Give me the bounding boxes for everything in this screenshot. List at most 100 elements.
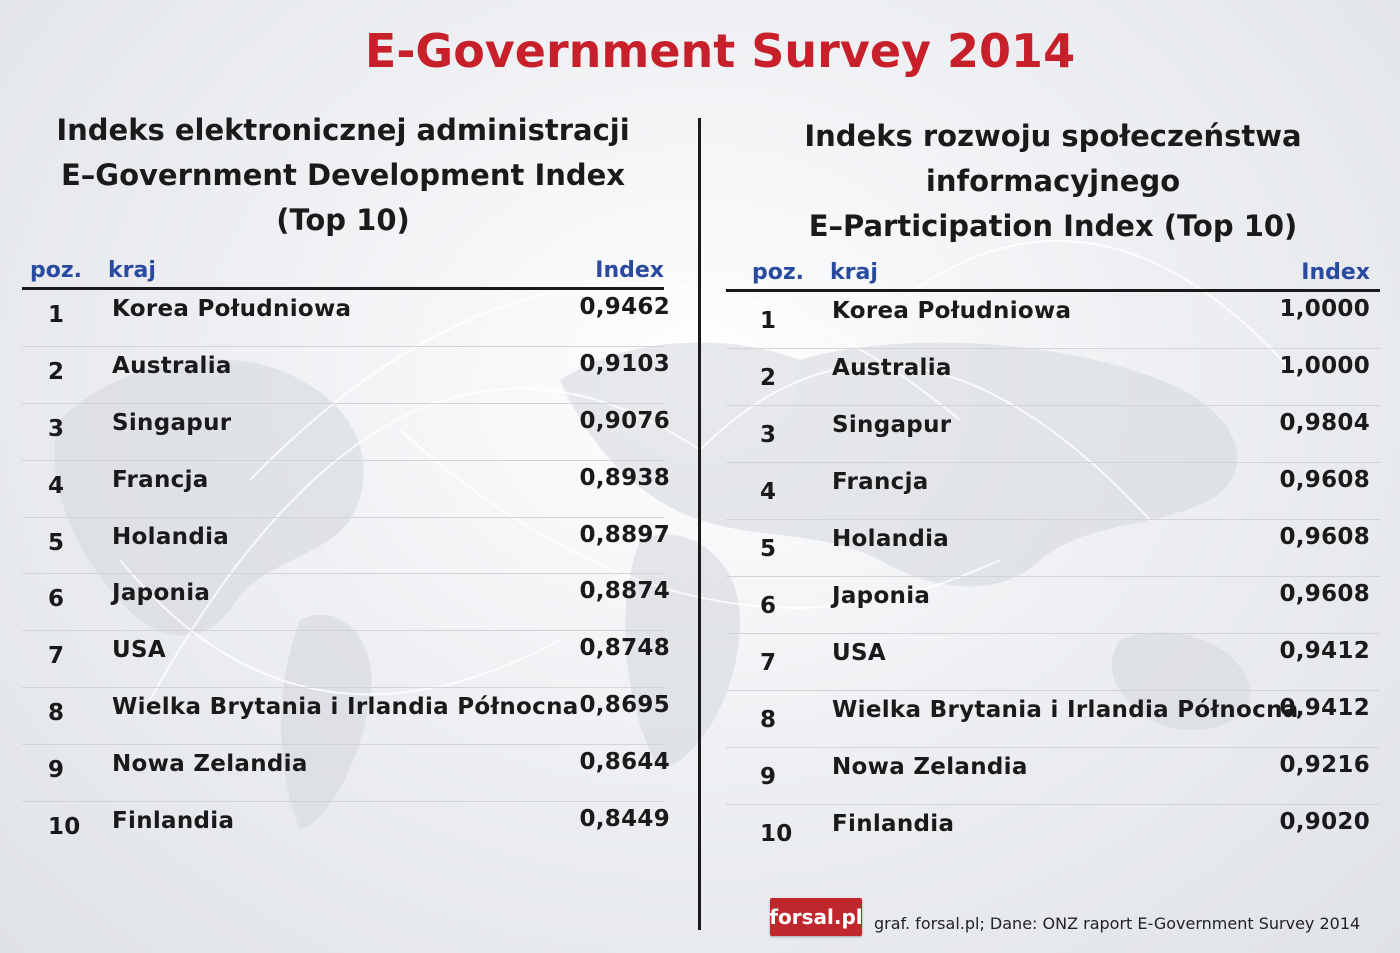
row-index-value: 0,9412 [1279,695,1370,721]
row-country: USA [112,637,166,664]
row-position: 4 [760,479,777,505]
row-position: 1 [48,302,65,328]
row-country: Finlandia [112,808,235,835]
row-country: Wielka Brytania i Irlandia Północna [112,694,579,721]
row-country: Holandia [112,523,230,550]
table-body: 1 Korea Południowa 1,0000 2 Australia 1,0000 3… [726,292,1380,861]
row-index-value: 0,8748 [579,635,670,662]
table-title: Indeks elektronicznej administracji E–Go… [22,108,664,243]
row-country: Japonia [112,580,211,607]
row-country: Australia [112,352,232,379]
row-index-value: 0,8695 [579,692,670,719]
row-index-value: 1,0000 [1279,296,1370,322]
row-country: Wielka Brytania i Irlandia Północna [832,697,1299,723]
egov-development-table: Indeks elektronicznej administracji E–Go… [22,108,670,858]
row-index-value: 0,9076 [579,407,670,434]
e-participation-table: Indeks rozwoju społeczeństwa informacyjn… [726,114,1380,861]
row-position: 9 [48,757,65,784]
table-row: 2 Australia 0,9103 [22,347,670,404]
row-country: Holandia [832,526,950,552]
row-country: Korea Południowa [832,298,1072,324]
table-title-line: E–Participation Index (Top 10) [808,209,1298,243]
table-row: 3 Singapur 0,9804 [726,406,1380,463]
vertical-divider [698,118,701,930]
row-country: Nowa Zelandia [832,754,1028,780]
column-header-country: kraj [108,258,156,283]
table-row: 10 Finlandia 0,9020 [726,805,1380,861]
table-title-line: Indeks rozwoju społeczeństwa [804,119,1302,153]
table-row: 10 Finlandia 0,8449 [22,802,670,858]
row-position: 6 [48,586,65,613]
row-index-value: 0,9412 [1279,638,1370,664]
row-position: 9 [760,764,777,790]
row-index-value: 0,9103 [579,350,670,377]
header-rule [22,287,664,290]
row-country: Francja [112,466,209,493]
table-title-line: Indeks elektronicznej administracji [56,113,630,147]
table-header: poz. kraj Index [726,253,1380,289]
page-title: E-Government Survey 2014 [364,24,1076,78]
table-row: 8 Wielka Brytania i Irlandia Północna 0,94… [726,691,1380,748]
column-header-pos: poz. [752,260,805,285]
table-row: 9 Nowa Zelandia 0,9216 [726,748,1380,805]
header-rule [726,289,1380,292]
column-header-country: kraj [830,260,878,285]
row-country: Finlandia [832,811,955,837]
table-row: 6 Japonia 0,9608 [726,577,1380,634]
row-position: 8 [760,707,777,733]
table-row: 8 Wielka Brytania i Irlandia Północna 0,86… [22,688,670,746]
table-body: 1 Korea Południowa 0,9462 2 Australia 0,9103 3… [22,290,670,858]
row-position: 3 [760,422,777,448]
row-index-value: 0,8874 [579,578,670,605]
row-position: 4 [48,472,65,499]
row-position: 5 [48,529,65,556]
row-country: Korea Południowa [112,296,352,322]
row-position: 10 [48,814,81,841]
row-index-value: 0,9608 [1279,467,1370,493]
row-position: 10 [760,821,793,847]
row-country: USA [832,640,886,666]
table-title-line: E–Government Development Index [60,158,626,192]
row-country: Singapur [112,409,232,436]
row-position: 7 [48,643,65,670]
row-index-value: 1,0000 [1279,353,1370,379]
table-header: poz. kraj Index [22,251,664,287]
table-title-line: informacyjnego [925,164,1181,198]
table-row: 6 Japonia 0,8874 [22,574,670,632]
row-position: 7 [760,650,777,676]
row-index-value: 0,9462 [579,294,670,320]
row-index-value: 0,9608 [1279,581,1370,607]
row-country: Nowa Zelandia [112,751,308,778]
row-index-value: 0,8644 [579,749,670,776]
forsal-logo: forsal.pl [769,898,863,936]
table-row: 7 USA 0,9412 [726,634,1380,691]
table-row: 9 Nowa Zelandia 0,8644 [22,745,670,803]
source-credit: graf. forsal.pl; Dane: ONZ raport E-Gove… [874,914,1361,933]
row-position: 5 [760,536,777,562]
table-row: 5 Holandia 0,8897 [22,518,670,575]
row-position: 2 [760,365,777,391]
table-row: 1 Korea Południowa 0,9462 [22,290,670,347]
column-header-pos: poz. [30,258,83,283]
table-row: 3 Singapur 0,9076 [22,404,670,461]
row-country: Japonia [832,583,931,609]
table-row: 1 Korea Południowa 1,0000 [726,292,1380,349]
row-country: Francja [832,469,929,495]
row-position: 2 [48,358,65,385]
row-index-value: 0,9608 [1279,524,1370,550]
column-header-index: Index [1301,260,1370,285]
row-index-value: 0,8897 [579,521,670,548]
table-row: 7 USA 0,8748 [22,631,670,689]
row-country: Australia [832,355,952,381]
row-index-value: 0,8938 [579,464,670,491]
table-title: Indeks rozwoju społeczeństwa informacyjn… [726,114,1380,249]
table-row: 4 Francja 0,9608 [726,463,1380,520]
table-row: 4 Francja 0,8938 [22,461,670,518]
row-position: 8 [48,700,65,727]
row-position: 6 [760,593,777,619]
row-index-value: 0,9020 [1279,809,1370,835]
table-row: 5 Holandia 0,9608 [726,520,1380,577]
table-title-line: (Top 10) [276,203,410,237]
row-position: 3 [48,415,65,442]
row-position: 1 [760,308,777,334]
